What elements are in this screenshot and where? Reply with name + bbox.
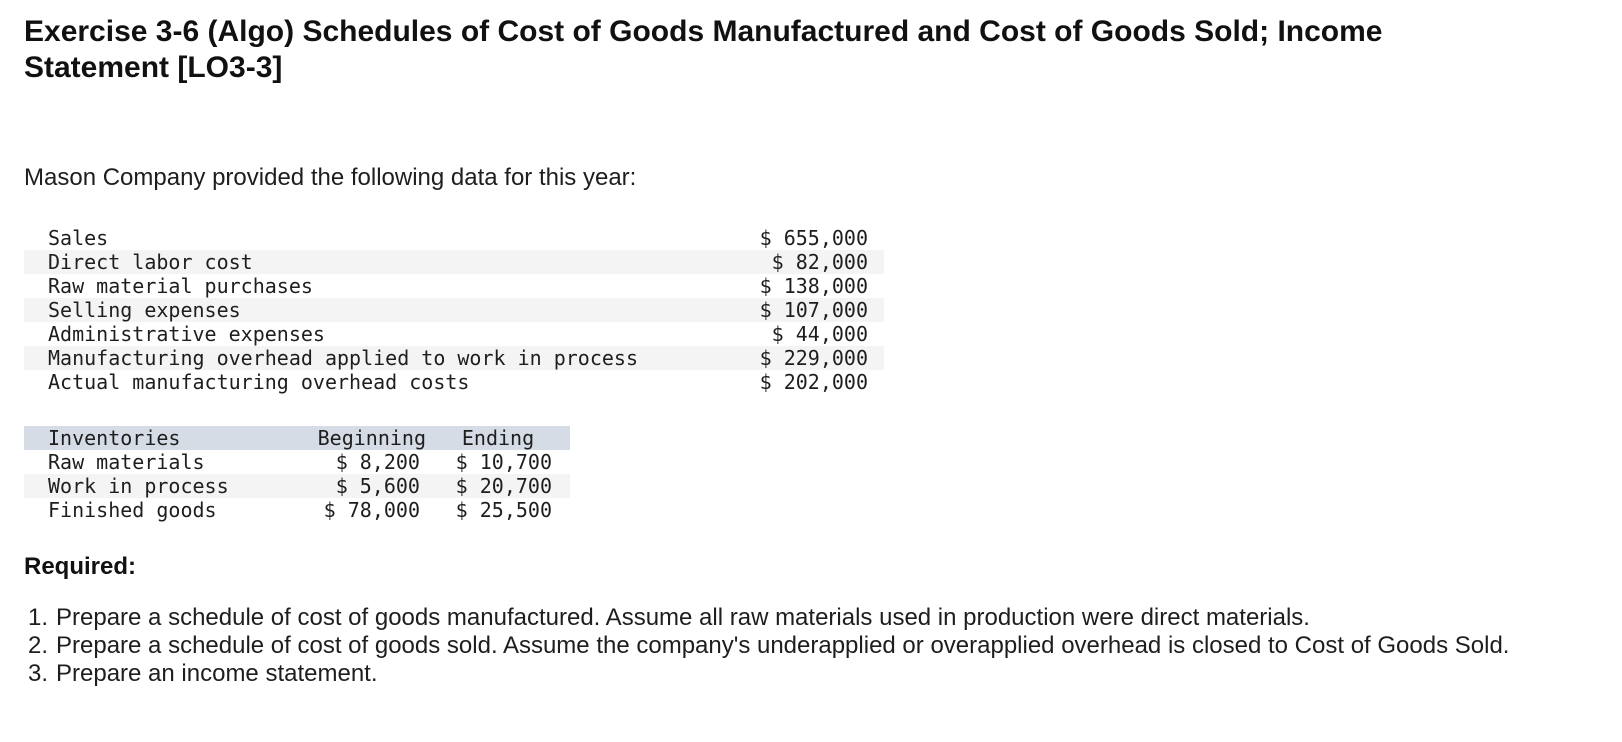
- row-amount: $ 107,000: [759, 298, 868, 322]
- item-number: 2.: [27, 632, 48, 659]
- table-row: Manufacturing overhead applied to work i…: [24, 346, 884, 370]
- row-label: Manufacturing overhead applied to work i…: [48, 346, 639, 370]
- item-text: Prepare a schedule of cost of goods manu…: [56, 604, 1310, 631]
- inventory-beginning: $ 5,600: [335, 474, 420, 498]
- inventories-header: Inventories: [48, 426, 181, 450]
- row-amount: $ 82,000: [771, 250, 868, 274]
- table-row: Sales $ 655,000: [24, 226, 884, 250]
- intro-text: Mason Company provided the following dat…: [24, 164, 637, 191]
- table-row: Raw material purchases $ 138,000: [24, 274, 884, 298]
- beginning-header: Beginning: [317, 426, 426, 450]
- inventory-label: Raw materials: [48, 450, 205, 474]
- row-amount: $ 44,000: [771, 322, 868, 346]
- row-label: Raw material purchases: [48, 274, 313, 298]
- ending-header: Ending: [461, 426, 535, 450]
- required-list: 1. Prepare a schedule of cost of goods m…: [24, 604, 1564, 688]
- inventory-ending: $ 25,500: [455, 498, 552, 522]
- item-number: 1.: [27, 604, 48, 631]
- item-text: Prepare an income statement.: [56, 660, 378, 687]
- inventory-label: Finished goods: [48, 498, 217, 522]
- cost-data-table: Sales $ 655,000 Direct labor cost $ 82,0…: [24, 226, 884, 394]
- row-label: Actual manufacturing overhead costs: [48, 370, 470, 394]
- table-row: Finished goods $ 78,000 $ 25,500: [24, 498, 570, 522]
- inventory-label: Work in process: [48, 474, 229, 498]
- inventories-header-row: Inventories Beginning Ending: [24, 426, 570, 450]
- inventory-ending: $ 10,700: [455, 450, 552, 474]
- required-heading: Required:: [24, 553, 137, 580]
- list-item: 3. Prepare an income statement.: [24, 660, 1564, 688]
- row-label: Administrative expenses: [48, 322, 325, 346]
- item-text: Prepare a schedule of cost of goods sold…: [56, 632, 1510, 659]
- table-row: Work in process $ 5,600 $ 20,700: [24, 474, 570, 498]
- inventory-beginning: $ 78,000: [323, 498, 420, 522]
- table-row: Actual manufacturing overhead costs $ 20…: [24, 370, 884, 394]
- row-amount: $ 229,000: [759, 346, 868, 370]
- row-label: Selling expenses: [48, 298, 241, 322]
- table-row: Administrative expenses $ 44,000: [24, 322, 884, 346]
- row-label: Sales: [48, 226, 109, 250]
- row-label: Direct labor cost: [48, 250, 253, 274]
- row-amount: $ 655,000: [759, 226, 868, 250]
- table-row: Direct labor cost $ 82,000: [24, 250, 884, 274]
- list-item: 2. Prepare a schedule of cost of goods s…: [24, 632, 1564, 660]
- row-amount: $ 202,000: [759, 370, 868, 394]
- list-item: 1. Prepare a schedule of cost of goods m…: [24, 604, 1564, 632]
- inventories-table: Inventories Beginning Ending Raw materia…: [24, 426, 570, 522]
- inventory-ending: $ 20,700: [455, 474, 552, 498]
- row-amount: $ 138,000: [759, 274, 868, 298]
- item-number: 3.: [27, 660, 48, 687]
- table-row: Selling expenses $ 107,000: [24, 298, 884, 322]
- table-row: Raw materials $ 8,200 $ 10,700: [24, 450, 570, 474]
- inventory-beginning: $ 8,200: [335, 450, 420, 474]
- page-title: Exercise 3-6 (Algo) Schedules of Cost of…: [24, 15, 1383, 84]
